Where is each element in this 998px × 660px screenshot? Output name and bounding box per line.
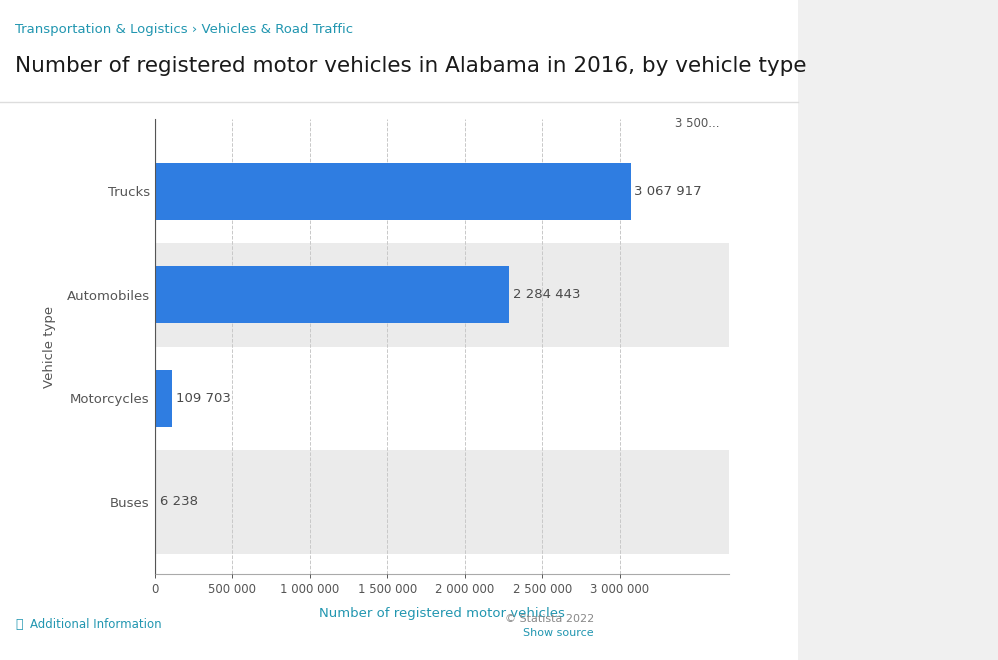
- Bar: [155, 163, 631, 220]
- Text: Transportation & Logistics › Vehicles & Road Traffic: Transportation & Logistics › Vehicles & …: [15, 23, 353, 36]
- Text: 6 238: 6 238: [160, 495, 198, 508]
- Bar: [155, 266, 509, 323]
- Bar: [155, 450, 729, 554]
- Bar: [155, 370, 172, 427]
- Text: 3 500...: 3 500...: [676, 117, 720, 130]
- Text: Additional Information: Additional Information: [30, 618, 162, 631]
- Y-axis label: Vehicle type: Vehicle type: [43, 306, 56, 387]
- Text: 2 284 443: 2 284 443: [513, 288, 581, 301]
- Text: Number of registered motor vehicles in Alabama in 2016, by vehicle type: Number of registered motor vehicles in A…: [15, 56, 806, 76]
- Text: 109 703: 109 703: [176, 392, 231, 405]
- Text: ⓘ: ⓘ: [15, 618, 23, 631]
- X-axis label: Number of registered motor vehicles: Number of registered motor vehicles: [318, 607, 565, 620]
- Text: © Statista 2022: © Statista 2022: [505, 614, 594, 624]
- Text: Show source: Show source: [523, 628, 594, 638]
- Text: 3 067 917: 3 067 917: [635, 185, 702, 198]
- Bar: [155, 243, 729, 346]
- Bar: [155, 139, 729, 243]
- Bar: [155, 346, 729, 450]
